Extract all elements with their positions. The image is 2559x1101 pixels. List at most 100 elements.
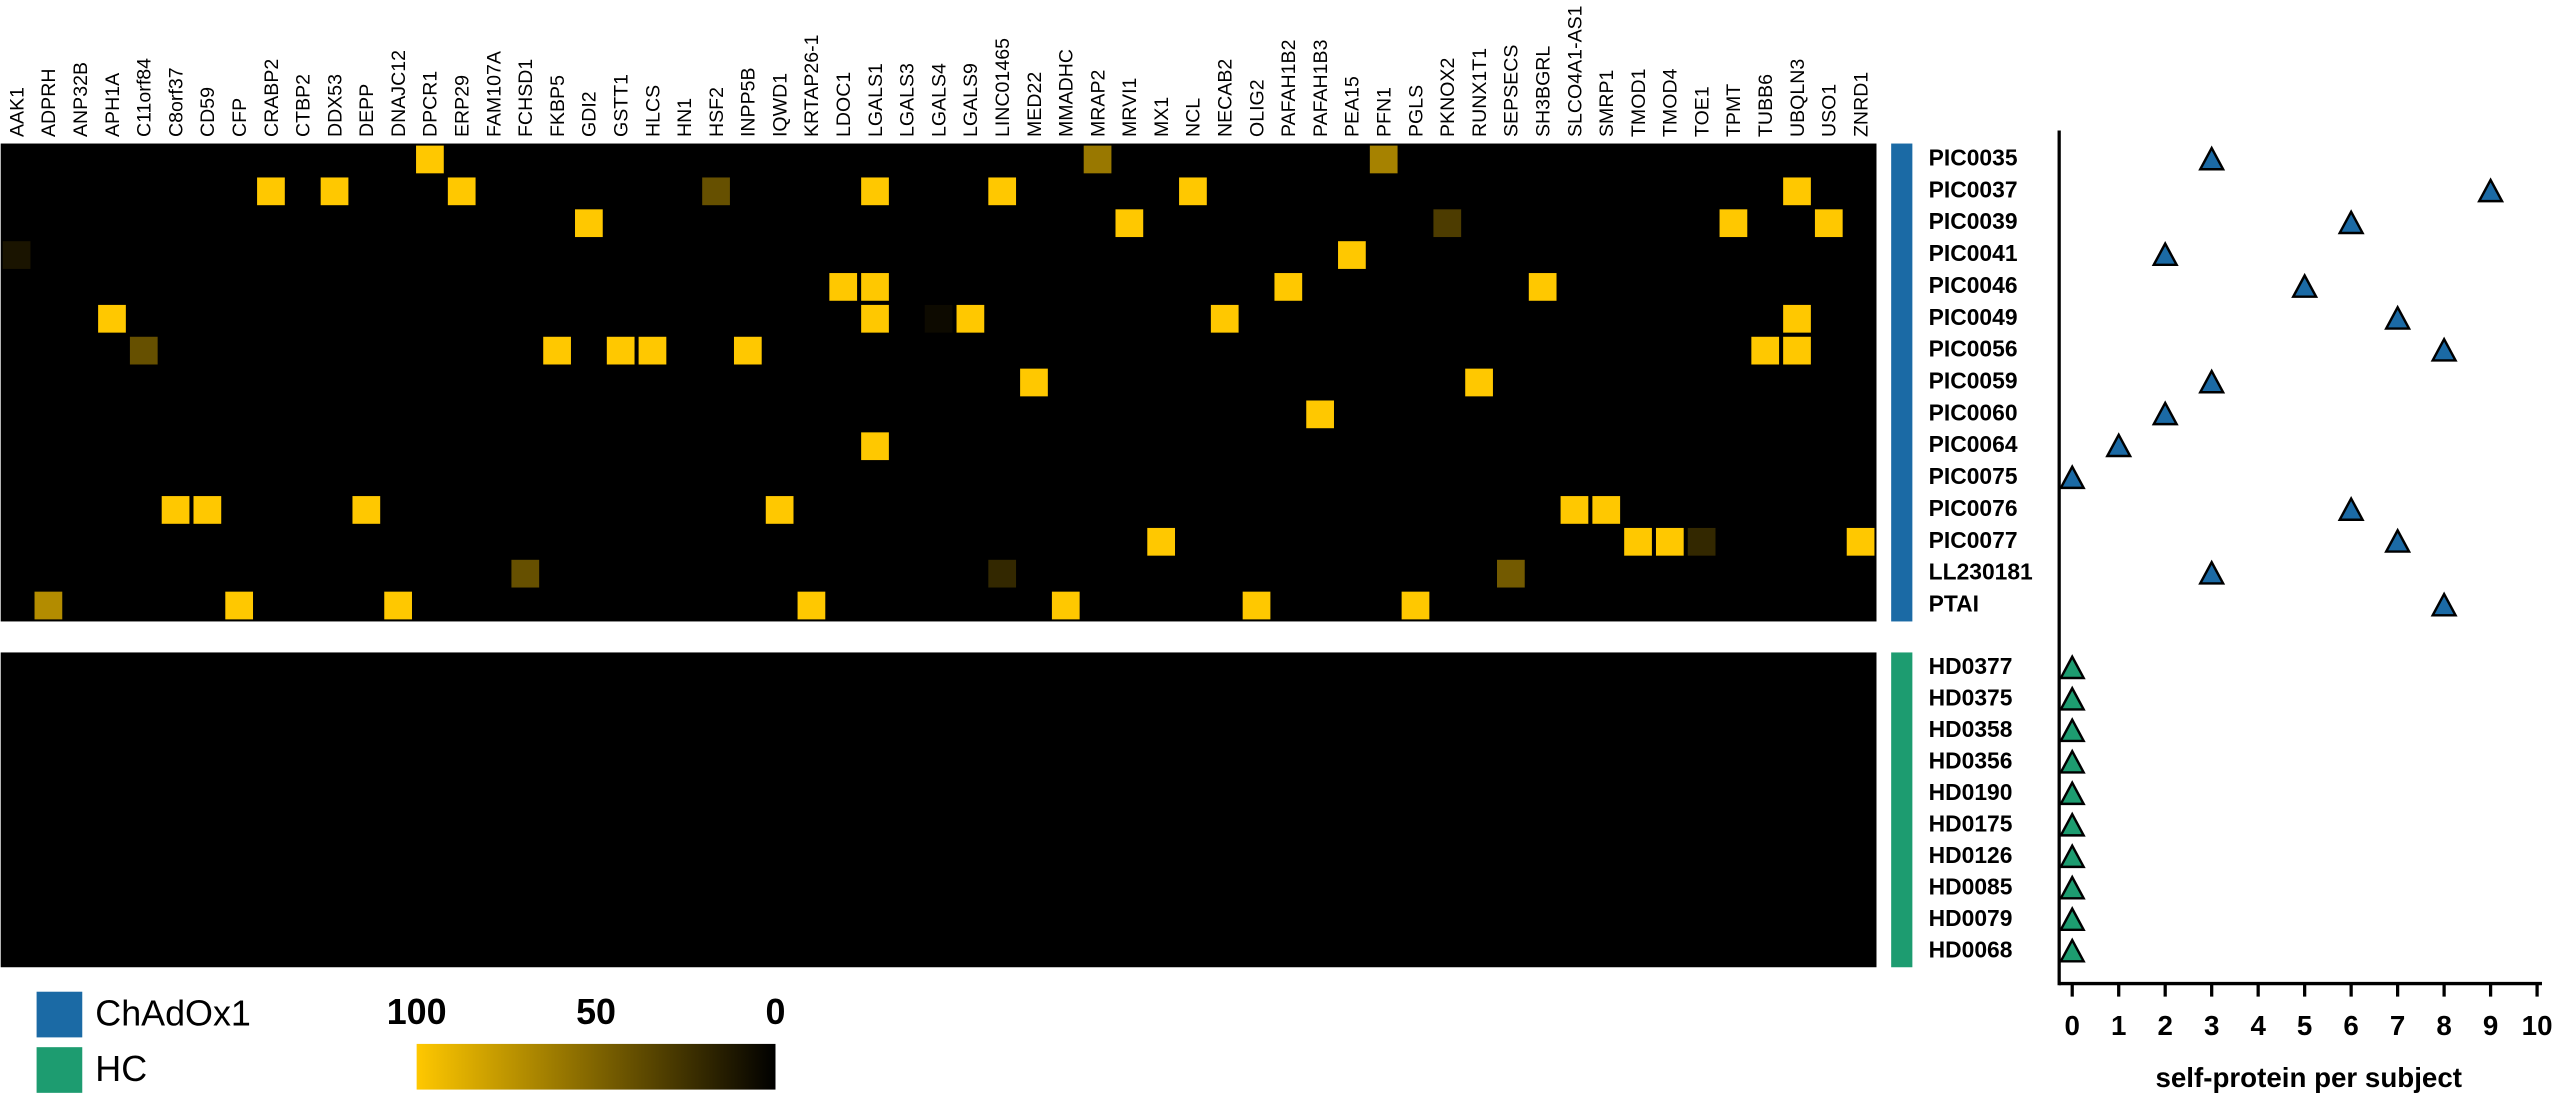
heatmap-cell [257, 400, 285, 429]
heatmap-cell [225, 273, 254, 301]
heatmap-cell [1433, 400, 1462, 429]
heatmap-cell [733, 843, 762, 871]
heatmap-cell [1687, 145, 1716, 174]
heatmap-cell [193, 717, 222, 746]
heatmap-cell [638, 241, 667, 269]
heatmap-cell [1179, 432, 1207, 461]
heatmap-cell [1655, 654, 1684, 683]
heatmap-cell [956, 304, 985, 333]
heatmap-cell [861, 685, 889, 714]
row-label: HD0079 [1929, 905, 2013, 931]
heatmap-cell [320, 432, 349, 461]
heatmap-cell [193, 273, 222, 301]
heatmap-cell [1338, 496, 1366, 524]
heatmap-cell [1210, 145, 1239, 174]
heatmap-cell [1433, 209, 1462, 238]
row-label: PIC0046 [1929, 272, 2018, 298]
heatmap-cell [34, 559, 63, 588]
heatmap-cell [1592, 241, 1621, 269]
heatmap-cell [1242, 937, 1271, 966]
heatmap-cell [1560, 811, 1589, 840]
heatmap-cell [1687, 874, 1716, 903]
heatmap-cell [2, 906, 31, 934]
heatmap-cell [702, 464, 730, 492]
heatmap-cell [924, 843, 953, 871]
heatmap-cell [98, 368, 126, 397]
heatmap-cell [606, 748, 635, 777]
heatmap-cell [765, 304, 794, 333]
heatmap-cell [34, 368, 63, 397]
column-label: SEPSECS [1501, 45, 1523, 137]
heatmap-cell [1814, 400, 1843, 429]
heatmap-cell [1497, 336, 1525, 365]
scatter-point [2058, 717, 2086, 743]
heatmap-cell [1433, 496, 1462, 524]
heatmap-cell [988, 591, 1017, 620]
heatmap-cell [1306, 748, 1334, 777]
heatmap-cell [1369, 527, 1398, 556]
heatmap-cell [575, 591, 603, 620]
heatmap-cell [1274, 748, 1303, 777]
heatmap-cell [511, 811, 540, 840]
heatmap-cell [1369, 496, 1398, 524]
heatmap-cell [1783, 400, 1811, 429]
heatmap-cell [702, 780, 730, 808]
colorbar [416, 1043, 776, 1090]
heatmap-cell [638, 273, 667, 301]
heatmap-cell [1624, 780, 1652, 808]
heatmap-cell [1210, 336, 1239, 365]
heatmap-cell [479, 368, 508, 397]
heatmap-cell [670, 717, 699, 746]
column-label: C11orf84 [134, 58, 156, 137]
heatmap-cell [1783, 874, 1811, 903]
heatmap-cell [225, 843, 254, 871]
heatmap-cell [575, 843, 603, 871]
heatmap-cell [288, 304, 317, 333]
heatmap-cell [1115, 145, 1144, 174]
heatmap-cell [384, 432, 412, 461]
heatmap-cell [1369, 874, 1398, 903]
heatmap-cell [829, 591, 858, 620]
heatmap-cell [34, 591, 63, 620]
heatmap-cell [543, 811, 571, 840]
heatmap-cell [1433, 432, 1462, 461]
heatmap-cell [1783, 464, 1811, 492]
heatmap-cell [257, 177, 285, 206]
heatmap-cell [288, 811, 317, 840]
heatmap-cell [288, 843, 317, 871]
heatmap-cell [956, 400, 985, 429]
heatmap-cell [1306, 874, 1334, 903]
heatmap-cell [638, 748, 667, 777]
heatmap-cell [606, 304, 635, 333]
heatmap-cell [66, 177, 95, 206]
heatmap-cell [1655, 811, 1684, 840]
heatmap-cell [861, 368, 889, 397]
heatmap-cell [797, 780, 826, 808]
heatmap-cell [1179, 843, 1207, 871]
x-tick-label: 7 [2390, 1010, 2405, 1041]
heatmap-cell [1592, 748, 1621, 777]
heatmap-cell [765, 843, 794, 871]
heatmap-cell [66, 336, 95, 365]
heatmap-cell [988, 527, 1017, 556]
heatmap-cell [829, 368, 858, 397]
heatmap-cell [1846, 464, 1875, 492]
heatmap-cell [511, 273, 540, 301]
heatmap-cell [1306, 273, 1334, 301]
heatmap-cell [1560, 780, 1589, 808]
heatmap-cell [892, 336, 921, 365]
heatmap-cell [447, 685, 476, 714]
heatmap-cell [1592, 780, 1621, 808]
heatmap-cell [34, 241, 63, 269]
heatmap-cell [861, 145, 889, 174]
heatmap-cell [511, 496, 540, 524]
heatmap-cell [320, 368, 349, 397]
column-label: CFP [229, 98, 251, 137]
heatmap-cell [861, 748, 889, 777]
heatmap-cell [1051, 209, 1080, 238]
heatmap-cell [98, 811, 126, 840]
heatmap-cell [575, 145, 603, 174]
heatmap-cell [988, 685, 1017, 714]
heatmap-cell [1115, 177, 1144, 206]
heatmap-cell [892, 209, 921, 238]
